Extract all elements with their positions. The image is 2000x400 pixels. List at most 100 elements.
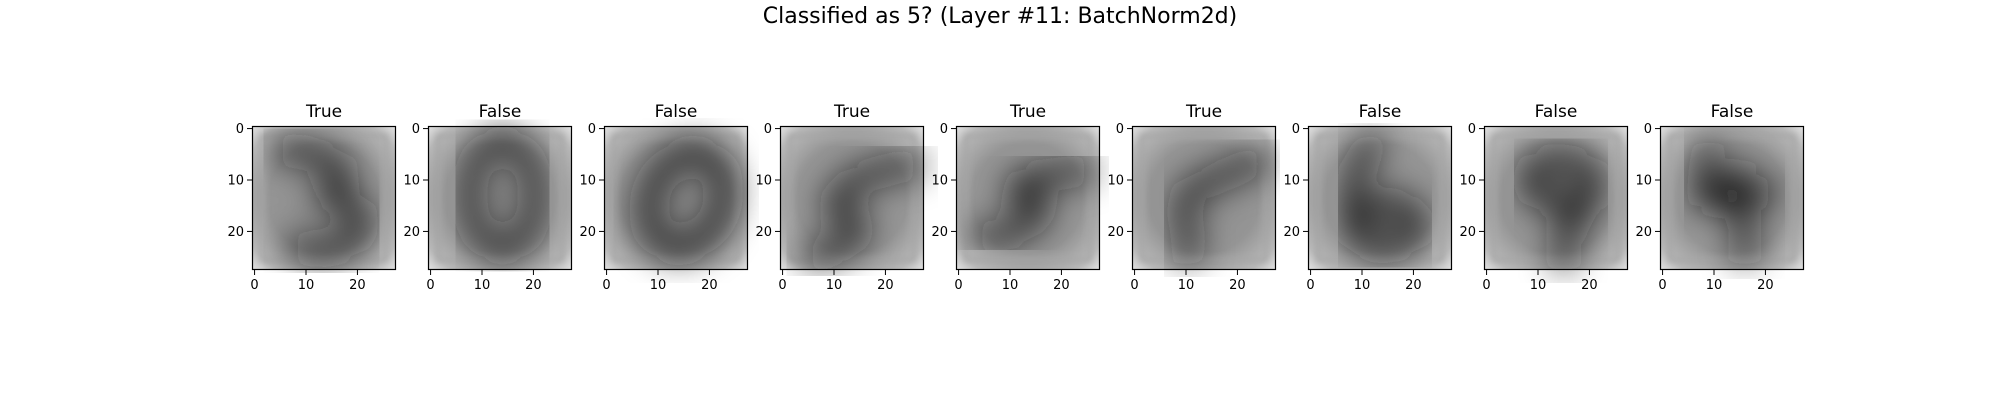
x-tick-label: 0: [250, 278, 258, 293]
x-tick-label: 20: [525, 278, 542, 293]
y-tick-label: 10: [1635, 174, 1652, 189]
digit-stroke: [1172, 151, 1272, 266]
y-tick-label: 0: [940, 122, 948, 137]
y-tick-label: 10: [1107, 174, 1124, 189]
y-tick-label: 20: [579, 225, 596, 240]
digit-strokes: [970, 161, 1096, 245]
x-tick-label: 0: [1306, 278, 1314, 293]
digit-stroke: [1342, 135, 1428, 256]
subplot-axes: 0 10 20 0 10 20: [403, 122, 573, 293]
digit-strokes: [1518, 150, 1604, 272]
subplot-7: False 0 10 20 0 10 20: [1270, 102, 1453, 293]
x-tick-label: 0: [954, 278, 962, 293]
subplot-4: True 0 10 20 0 10 20: [742, 102, 925, 293]
heatmap-frame-artifact: [1316, 134, 1444, 262]
digit-strokes: [1172, 151, 1272, 266]
digit-stroke: [460, 132, 545, 259]
y-tick-label: 0: [588, 122, 596, 137]
subplot-title: False: [1358, 102, 1402, 122]
y-tick-label: 10: [579, 174, 596, 189]
digit-stroke: [800, 156, 925, 266]
axes-frame: [427, 125, 573, 271]
y-tick-label: 0: [236, 122, 244, 137]
x-tick-label: 10: [1706, 278, 1723, 293]
y-tick-label: 0: [1116, 122, 1124, 137]
x-tick-label: 10: [1178, 278, 1195, 293]
x-tick-label: 10: [298, 278, 315, 293]
x-tick-label: 0: [602, 278, 610, 293]
x-tick-label: 10: [1530, 278, 1547, 293]
axes-frame: [1131, 125, 1277, 271]
axes-frame: [779, 125, 925, 271]
subplot-title: False: [1534, 102, 1578, 122]
subplot-axes: 0 10 20 0 10 20: [1283, 122, 1453, 293]
y-tick-label: 10: [1283, 174, 1300, 189]
x-tick-label: 10: [650, 278, 667, 293]
heatmap-image: [1132, 126, 1276, 270]
subplot-axes: 0 10 20 0 10 20: [1107, 122, 1277, 293]
y-tick-label: 0: [412, 122, 420, 137]
digit-stroke: [1518, 150, 1604, 272]
y-tick-label: 10: [227, 174, 244, 189]
digit-stroke: [970, 161, 1096, 245]
x-tick-label: 20: [1405, 278, 1422, 293]
subplot-8: False 0 10 20 0 10 20: [1446, 102, 1629, 293]
heatmap-frame-artifact: [1668, 134, 1796, 262]
y-tick-label: 20: [227, 225, 244, 240]
subplot-1: True 0 10 20 0 10 20: [214, 102, 397, 293]
y-tick-label: 10: [1459, 174, 1476, 189]
x-tick-label: 0: [1130, 278, 1138, 293]
subplot-title: False: [478, 102, 522, 122]
digit-strokes: [1690, 140, 1779, 266]
subplot-title: False: [654, 102, 698, 122]
heatmap-frame-artifact: [1140, 134, 1268, 262]
y-tick-label: 20: [1283, 225, 1300, 240]
subplot-axes: 0 10 20 0 10 20: [579, 122, 749, 293]
x-tick-label: 20: [349, 278, 366, 293]
x-tick-label: 0: [426, 278, 434, 293]
axes-frame: [1483, 125, 1629, 271]
y-tick-label: 10: [931, 174, 948, 189]
digit-stroke: [271, 140, 372, 261]
subplot-axes: 0 10 20 0 10 20: [755, 122, 925, 293]
y-tick-label: 20: [403, 225, 420, 240]
x-tick-label: 0: [1482, 278, 1490, 293]
axes-frame: [251, 125, 397, 271]
figure-title: Classified as 5? (Layer #11: BatchNorm2d…: [762, 4, 1238, 29]
y-tick-label: 0: [1644, 122, 1652, 137]
x-tick-label: 10: [826, 278, 843, 293]
subplot-title: True: [833, 102, 871, 122]
subplot-axes: 0 10 20 0 10 20: [1459, 122, 1629, 293]
digit-strokes: [638, 143, 735, 258]
y-tick-label: 0: [764, 122, 772, 137]
heatmap-frame-artifact: [788, 134, 916, 262]
subplot-2: False 0 10 20 0 10 20: [390, 102, 573, 293]
y-tick-label: 20: [931, 225, 948, 240]
x-tick-label: 20: [1053, 278, 1070, 293]
subplot-3: False 0 10 20 0 10 20: [566, 102, 749, 293]
y-tick-label: 0: [1292, 122, 1300, 137]
subplot-9: False 0 10 20 0 10 20: [1622, 102, 1805, 293]
x-tick-label: 20: [1581, 278, 1598, 293]
y-tick-label: 20: [1459, 225, 1476, 240]
x-tick-label: 20: [1757, 278, 1774, 293]
y-tick-label: 20: [1107, 225, 1124, 240]
axes-frame: [955, 125, 1101, 271]
x-tick-label: 20: [1229, 278, 1246, 293]
digit-stroke: [638, 143, 735, 258]
digit-stroke: [1690, 140, 1779, 266]
subplot-5: True 0 10 20 0 10 20: [918, 102, 1101, 293]
digit-strokes: [800, 156, 925, 266]
heatmap-frame-artifact: [964, 134, 1092, 262]
subplot-title: False: [1710, 102, 1754, 122]
digit-strokes: [1342, 135, 1428, 256]
x-tick-label: 0: [1658, 278, 1666, 293]
digit-strokes: [271, 140, 372, 261]
axes-frame: [1307, 125, 1453, 271]
heatmap-frame-artifact: [612, 134, 740, 262]
digit-strokes: [460, 132, 545, 259]
x-tick-label: 0: [778, 278, 786, 293]
subplot-title: True: [1185, 102, 1223, 122]
axes-frame: [1659, 125, 1805, 271]
x-tick-label: 20: [877, 278, 894, 293]
